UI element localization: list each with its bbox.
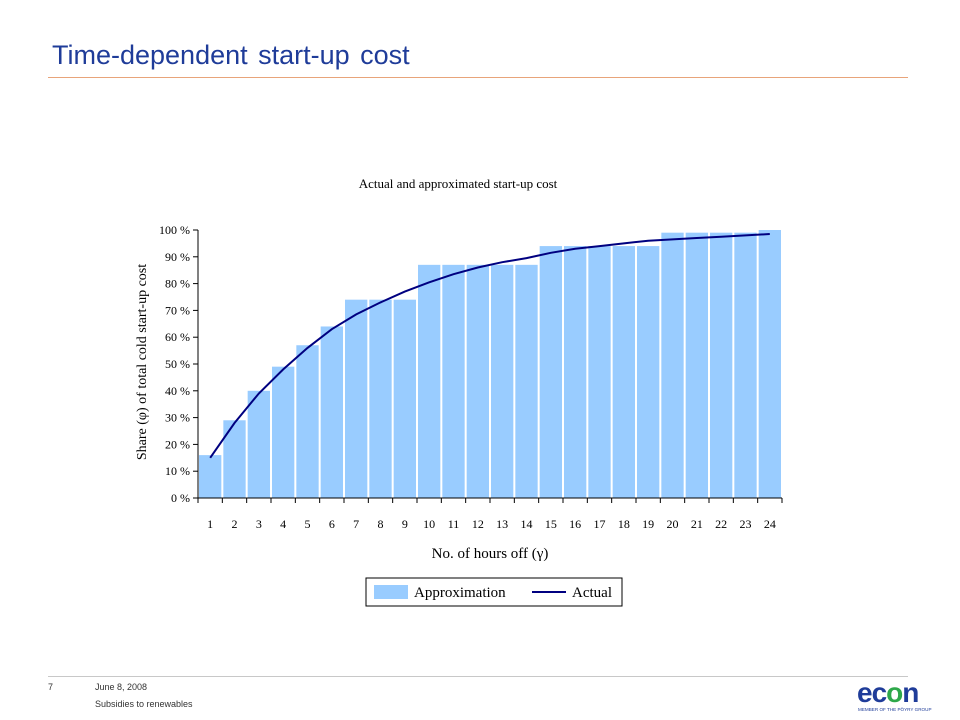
econ-logo: econ MEMBER OF THE PÖYRY GROUP [857, 678, 932, 712]
bar-11 [442, 264, 465, 498]
legend: Approximation Actual [365, 577, 623, 607]
y-tick-label: 0 % [171, 491, 190, 505]
x-tick-label: 22 [715, 517, 727, 531]
logo-tagline: MEMBER OF THE PÖYRY GROUP [858, 706, 932, 712]
y-tick-label: 30 % [165, 411, 190, 425]
x-tick-label: 10 [423, 517, 435, 531]
legend-approximation-swatch [374, 585, 408, 599]
axis-layer: 0 % 10 % 20 % 30 % 40 % 50 % 60 % 70 % 80 % 90 % 1… [159, 223, 783, 531]
bar-7 [345, 299, 368, 498]
y-tick-label: 90 % [165, 250, 190, 264]
y-tick-label: 50 % [165, 357, 190, 371]
legend-approximation-label: Approximation [414, 585, 506, 601]
x-tick-label: 17 [594, 517, 606, 531]
x-tick-label: 2 [232, 517, 238, 531]
bar-22 [710, 232, 733, 498]
x-tick-label: 8 [378, 517, 384, 531]
bar-19 [637, 246, 660, 498]
y-tick-label: 10 % [165, 464, 190, 478]
bar-21 [685, 232, 708, 498]
bar-20 [661, 232, 684, 498]
bar-12 [466, 264, 489, 498]
x-tick-label: 23 [740, 517, 752, 531]
bar-3 [247, 390, 270, 498]
x-tick-label: 18 [618, 517, 630, 531]
x-tick-label: 6 [329, 517, 335, 531]
x-tick-label: 15 [545, 517, 557, 531]
y-tick-label: 80 % [165, 277, 190, 291]
x-axis-label: No. of hours off (γ) [432, 546, 549, 562]
y-axis-label: Share (φ) of total cold start-up cost [135, 264, 150, 460]
bar-8 [369, 299, 392, 498]
bar-16 [564, 246, 587, 498]
bar-24 [758, 230, 781, 498]
y-tick-label: 70 % [165, 303, 190, 317]
x-tick-label: 1 [207, 517, 213, 531]
bar-4 [272, 366, 295, 498]
x-tick-label: 3 [256, 517, 262, 531]
bar-5 [296, 345, 319, 498]
bar-17 [588, 246, 611, 498]
logo-wordmark: econ [857, 678, 918, 708]
x-tick-label: 9 [402, 517, 408, 531]
x-tick-label: 21 [691, 517, 703, 531]
page-title: Time-dependent start-up cost [52, 40, 410, 70]
x-tick-label: 5 [305, 517, 311, 531]
title-divider [48, 77, 908, 78]
page-number: 7 [48, 682, 54, 692]
chart-title: Actual and approximated start-up cost [359, 176, 558, 191]
footer-divider [48, 676, 908, 677]
x-tick-label: 14 [521, 517, 533, 531]
line-layer [209, 233, 770, 459]
x-tick-label: 13 [496, 517, 508, 531]
bar-15 [539, 246, 562, 498]
y-tick-label: 60 % [165, 330, 190, 344]
bar-23 [734, 232, 757, 498]
bars-layer [199, 230, 781, 498]
bar-6 [320, 326, 343, 498]
bar-18 [612, 246, 635, 498]
x-tick-label: 7 [353, 517, 359, 531]
x-tick-label: 19 [642, 517, 654, 531]
bar-1 [199, 455, 222, 498]
legend-actual-label: Actual [572, 585, 612, 601]
y-tick-label: 20 % [165, 437, 190, 451]
bar-14 [515, 264, 538, 498]
x-tick-label: 24 [764, 517, 776, 531]
y-tick-label: 40 % [165, 384, 190, 398]
bar-13 [491, 264, 514, 498]
x-tick-label: 12 [472, 517, 484, 531]
x-tick-label: 16 [569, 517, 581, 531]
bar-9 [393, 299, 416, 498]
x-tick-label: 20 [667, 517, 679, 531]
x-tick-label: 11 [448, 517, 460, 531]
legend-box [365, 577, 623, 607]
footer-date: June 8, 2008 [95, 682, 148, 692]
footer-subtitle: Subsidies to renewables [95, 699, 193, 709]
actual-line [209, 233, 770, 459]
bar-2 [223, 420, 246, 498]
x-tick-label: 4 [280, 517, 286, 531]
y-tick-label: 100 % [159, 223, 190, 237]
bar-10 [418, 264, 441, 498]
